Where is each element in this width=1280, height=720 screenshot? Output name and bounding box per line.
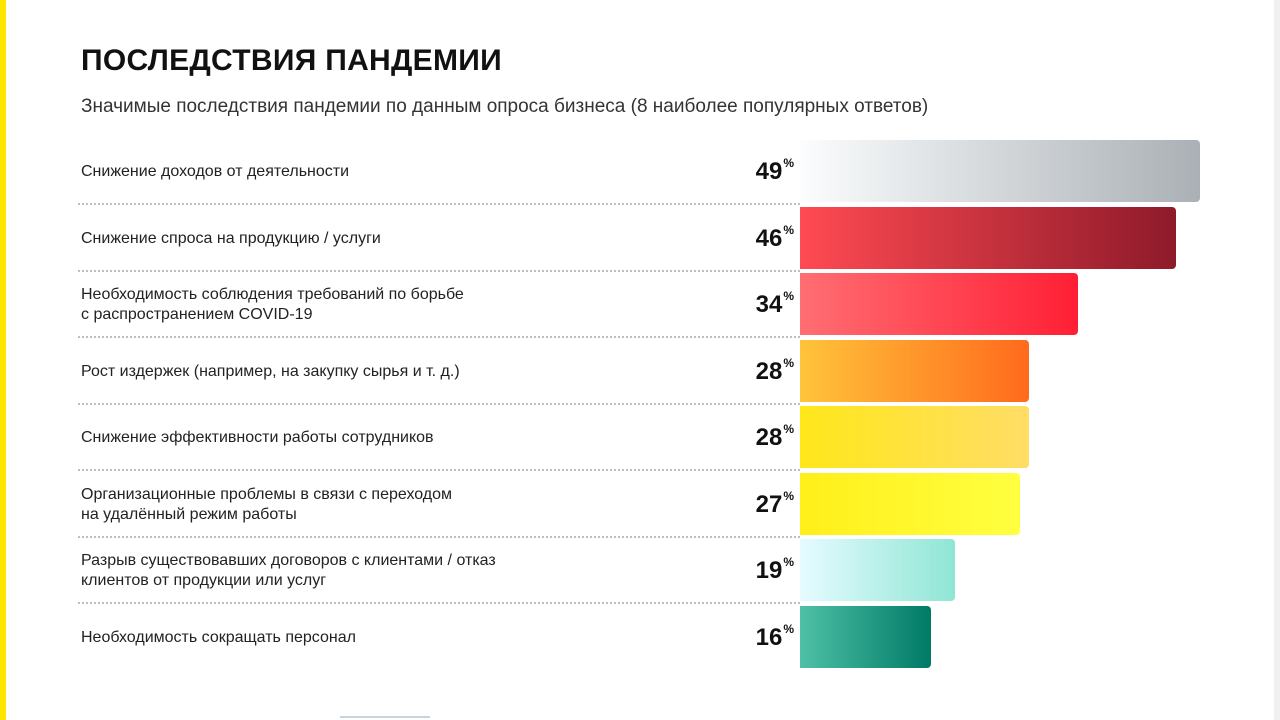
value-label: 34% <box>755 289 794 319</box>
chart-row: Необходимость сокращать персонал 16% <box>78 605 800 671</box>
row-separator <box>78 403 800 405</box>
chart-row: Организационные проблемы в связи с перех… <box>78 472 800 538</box>
bar <box>800 340 1029 402</box>
value-number: 19 <box>755 557 783 584</box>
category-label: Необходимость сокращать персонал <box>81 629 356 646</box>
category-label: Снижение эффективности работы сотруднико… <box>81 429 434 446</box>
value-unit: % <box>783 422 794 436</box>
value-number: 49 <box>755 158 783 185</box>
value-number: 28 <box>755 424 783 451</box>
row-separator <box>78 469 800 471</box>
chart-row: Снижение эффективности работы сотруднико… <box>78 405 800 471</box>
value-number: 16 <box>755 624 783 651</box>
chart-row: Рост издержек (например, на закупку сырь… <box>78 339 800 405</box>
value-label: 49% <box>755 156 794 186</box>
value-number: 34 <box>755 291 783 318</box>
page-title: ПОСЛЕДСТВИЯ ПАНДЕМИИ <box>81 44 503 77</box>
chart-row: Снижение доходов от деятельности 49% <box>78 139 800 205</box>
value-label: 28% <box>755 422 794 452</box>
value-number: 27 <box>755 491 783 518</box>
accent-stripe <box>0 0 6 720</box>
value-label: 27% <box>755 489 794 519</box>
row-separator <box>78 203 800 205</box>
bar <box>800 539 955 601</box>
value-unit: % <box>783 555 794 569</box>
bar <box>800 140 1200 202</box>
chart-row: Необходимость соблюдения требований по б… <box>78 272 800 338</box>
value-unit: % <box>783 223 794 237</box>
value-unit: % <box>783 622 794 636</box>
category-label: Необходимость соблюдения требований по б… <box>81 286 464 323</box>
value-unit: % <box>783 289 794 303</box>
page-subtitle: Значимые последствия пандемии по данным … <box>81 96 929 117</box>
bar <box>800 606 931 668</box>
category-label: Разрыв существовавших договоров с клиент… <box>81 552 496 589</box>
value-number: 28 <box>755 358 783 385</box>
row-separator <box>78 270 800 272</box>
row-separator <box>78 336 800 338</box>
value-label: 19% <box>755 555 794 585</box>
bar <box>800 473 1020 535</box>
value-label: 16% <box>755 622 794 652</box>
value-label: 28% <box>755 356 794 386</box>
bar <box>800 406 1029 468</box>
bar <box>800 207 1176 269</box>
category-label: Снижение спроса на продукцию / услуги <box>81 230 381 247</box>
chart-row: Разрыв существовавших договоров с клиент… <box>78 538 800 604</box>
value-unit: % <box>783 489 794 503</box>
value-label: 46% <box>755 223 794 253</box>
row-separator <box>78 536 800 538</box>
value-unit: % <box>783 356 794 370</box>
category-label: Рост издержек (например, на закупку сырь… <box>81 363 460 380</box>
bottom-scroll-indicator <box>340 716 430 718</box>
value-number: 46 <box>755 225 783 252</box>
category-label: Снижение доходов от деятельности <box>81 163 350 180</box>
category-label: Организационные проблемы в связи с перех… <box>81 486 453 523</box>
chart-row: Снижение спроса на продукцию / услуги 46% <box>78 206 800 272</box>
bar <box>800 273 1078 335</box>
right-edge <box>1274 0 1280 720</box>
row-separator <box>78 602 800 604</box>
value-unit: % <box>783 156 794 170</box>
